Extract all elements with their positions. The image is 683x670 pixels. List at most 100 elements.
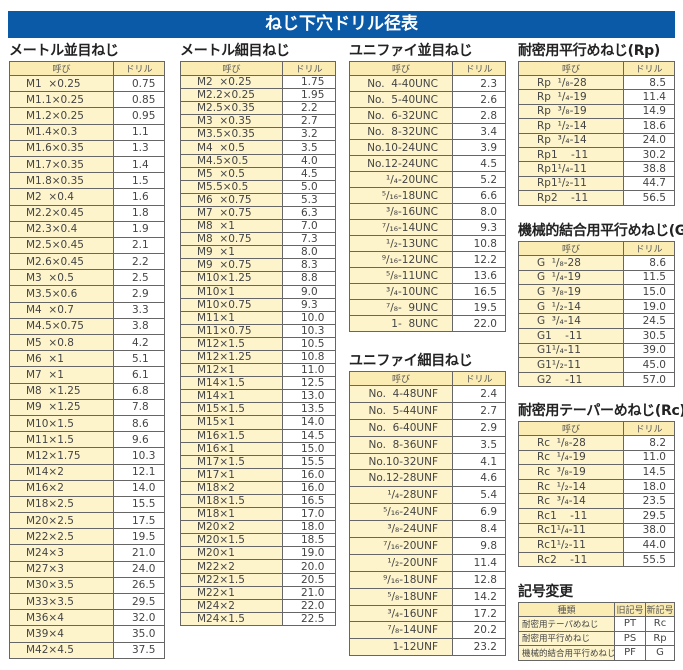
drill-size: 55.5 xyxy=(623,551,675,568)
drill-size: 6.6 xyxy=(452,187,506,204)
table-row: Rp ¹/₄-19 11.4 xyxy=(518,89,675,105)
table-row: Rc1¹/₂-11 44.0 xyxy=(518,537,675,553)
thread-size: M17×1.5 xyxy=(180,454,283,469)
table-row: M2 ×0.4 1.6 xyxy=(9,188,165,206)
thread-size: G ³/₈-19 xyxy=(518,284,624,300)
thread-size: ³/₈-16UNC xyxy=(349,203,453,220)
drill-size: 16.5 xyxy=(452,283,506,300)
drill-size: 14.5 xyxy=(282,428,336,443)
drill-size: 2.2 xyxy=(282,101,336,116)
table-row: M5.5×0.5 5.0 xyxy=(180,179,336,194)
table-row: M6 ×0.75 5.3 xyxy=(180,192,336,207)
drill-size: 45.0 xyxy=(623,357,675,373)
table-row: M20×1.5 18.5 xyxy=(180,533,336,548)
drill-size: 35.0 xyxy=(113,625,165,643)
table-row: M18×2 16.0 xyxy=(180,480,336,496)
table-row: M9 ×1 8.0 xyxy=(180,245,336,260)
drill-size: 9.3 xyxy=(452,219,506,236)
table-row: ¹/₂-13UNC 10.8 xyxy=(349,235,506,252)
table-row: G ¹/₈-28 8.6 xyxy=(518,255,675,271)
drill-size: 24.5 xyxy=(623,313,675,329)
page-title: ねじ下穴ドリル径表 xyxy=(8,11,675,38)
thread-size: M12×1.5 xyxy=(180,336,283,351)
thread-size: M18×2 xyxy=(180,480,283,496)
table-row: M20×1 19.0 xyxy=(180,546,336,561)
drill-size: 15.0 xyxy=(282,441,336,456)
header-cell: 新記号 xyxy=(645,602,675,617)
drill-size: 2.7 xyxy=(452,401,506,420)
drill-size: 11.4 xyxy=(452,553,506,572)
drill-size: 8.4 xyxy=(452,520,506,539)
table-row: M17×1.5 15.5 xyxy=(180,454,336,469)
drill-size: 39.0 xyxy=(623,342,675,359)
thread-size: ⁷/₈- 9UNC xyxy=(349,299,453,316)
drill-size: 2.6 xyxy=(452,91,506,108)
drill-size: 3.5 xyxy=(282,140,336,155)
thread-size: G1¹/₂-11 xyxy=(518,357,624,373)
thread-size: M2.3×0.4 xyxy=(9,220,114,238)
drill-size: 44.0 xyxy=(623,537,675,553)
table-row: M16×1 15.0 xyxy=(180,441,336,456)
thread-size: ³/₄-16UNF xyxy=(349,604,453,623)
thread-size: ⁵/₈-18UNF xyxy=(349,587,453,606)
section-title: 記号変更 xyxy=(518,584,573,600)
table-row: M11×1 10.0 xyxy=(180,310,336,325)
table-row: M10×1.25 8.8 xyxy=(180,271,336,286)
table-row: Rp1¹/₄-11 38.8 xyxy=(518,161,675,177)
header-drill: ドリル xyxy=(623,61,675,76)
drill-size: 10.0 xyxy=(282,310,336,325)
drill-size: 11.0 xyxy=(282,363,336,378)
drill-size: 20.2 xyxy=(452,621,506,640)
thread-size: Rc ¹/₂-14 xyxy=(518,478,624,495)
thread-type: 機械的結合用平行めねじ xyxy=(518,645,615,661)
drill-size: 16.0 xyxy=(282,480,336,496)
table-row: ⁵/₈-11UNC 13.6 xyxy=(349,267,506,284)
table-row: M12×1.5 10.5 xyxy=(180,336,336,351)
thread-size: M1.2×0.25 xyxy=(9,107,114,125)
table-row: ⁹/₁₆-12UNC 12.2 xyxy=(349,251,506,268)
thread-size: M3.5×0.35 xyxy=(180,127,283,142)
thread-size: M24×2 xyxy=(180,598,283,613)
table-row: 機械的結合用平行めねじ PF G xyxy=(518,645,675,661)
header-drill: ドリル xyxy=(282,61,336,76)
table-row: Rp1¹/₂-11 44.7 xyxy=(518,175,675,192)
table-row: M24×3 21.0 xyxy=(9,544,165,562)
thread-size: No.12-24UNC xyxy=(349,155,453,172)
table-row: No. 5-44UNF 2.7 xyxy=(349,401,506,420)
drill-size: 1.95 xyxy=(282,88,336,103)
symbol-change-table: 種類 旧記号 新記号 耐密用テーパめねじ PT Rc 耐密用平行めねじ PS Rp 機械的結合用平… xyxy=(518,602,675,661)
drill-size: 16.5 xyxy=(282,493,336,509)
thread-size: ¹/₄-20UNC xyxy=(349,171,453,188)
table-row: M1.7×0.35 1.4 xyxy=(9,155,165,174)
table-row: M8 ×1 7.0 xyxy=(180,219,336,234)
thread-size: Rp1¹/₄-11 xyxy=(518,161,624,177)
table-header: 呼び ドリル xyxy=(349,61,506,76)
thread-size: Rp1 -11 xyxy=(518,146,624,163)
thread-size: G1¹/₄-11 xyxy=(518,342,624,359)
header-name: 呼び xyxy=(349,371,453,386)
table-row: Rp2 -11 56.5 xyxy=(518,190,675,206)
thread-size: M14×2 xyxy=(9,463,114,481)
table-row: No. 5-40UNC 2.6 xyxy=(349,91,506,108)
thread-size: M18×1.5 xyxy=(180,493,283,509)
thread-type: 耐密用テーパめねじ xyxy=(518,616,615,632)
header-name: 呼び xyxy=(9,61,114,76)
table-row: M4 ×0.5 3.5 xyxy=(180,140,336,155)
drill-size: 26.5 xyxy=(113,576,165,595)
table-row: M10×0.75 9.3 xyxy=(180,297,336,312)
table-row: ⁵/₁₆-18UNC 6.6 xyxy=(349,187,506,204)
table-row: M22×1 21.0 xyxy=(180,585,336,600)
old-symbol: PF xyxy=(614,645,646,661)
thread-size: Rc1¹/₂-11 xyxy=(518,537,624,553)
table-row: Rc1¹/₄-11 38.0 xyxy=(518,522,675,539)
drill-size: 2.9 xyxy=(113,285,165,303)
thread-size: M16×2 xyxy=(9,479,114,497)
header-drill: ドリル xyxy=(452,61,506,76)
table-row: Rc ³/₄-14 23.5 xyxy=(518,493,675,509)
header-drill: ドリル xyxy=(113,61,165,76)
table-row: M42×4.5 37.5 xyxy=(9,641,165,659)
new-symbol: Rp xyxy=(645,630,675,646)
table-unc: 呼び ドリル No. 4-40UNC 2.3 No. 5-40UNC 2.6 No. 6-3… xyxy=(349,61,506,332)
header-cell: 旧記号 xyxy=(614,602,646,617)
thread-size: M22×2.5 xyxy=(9,528,114,546)
